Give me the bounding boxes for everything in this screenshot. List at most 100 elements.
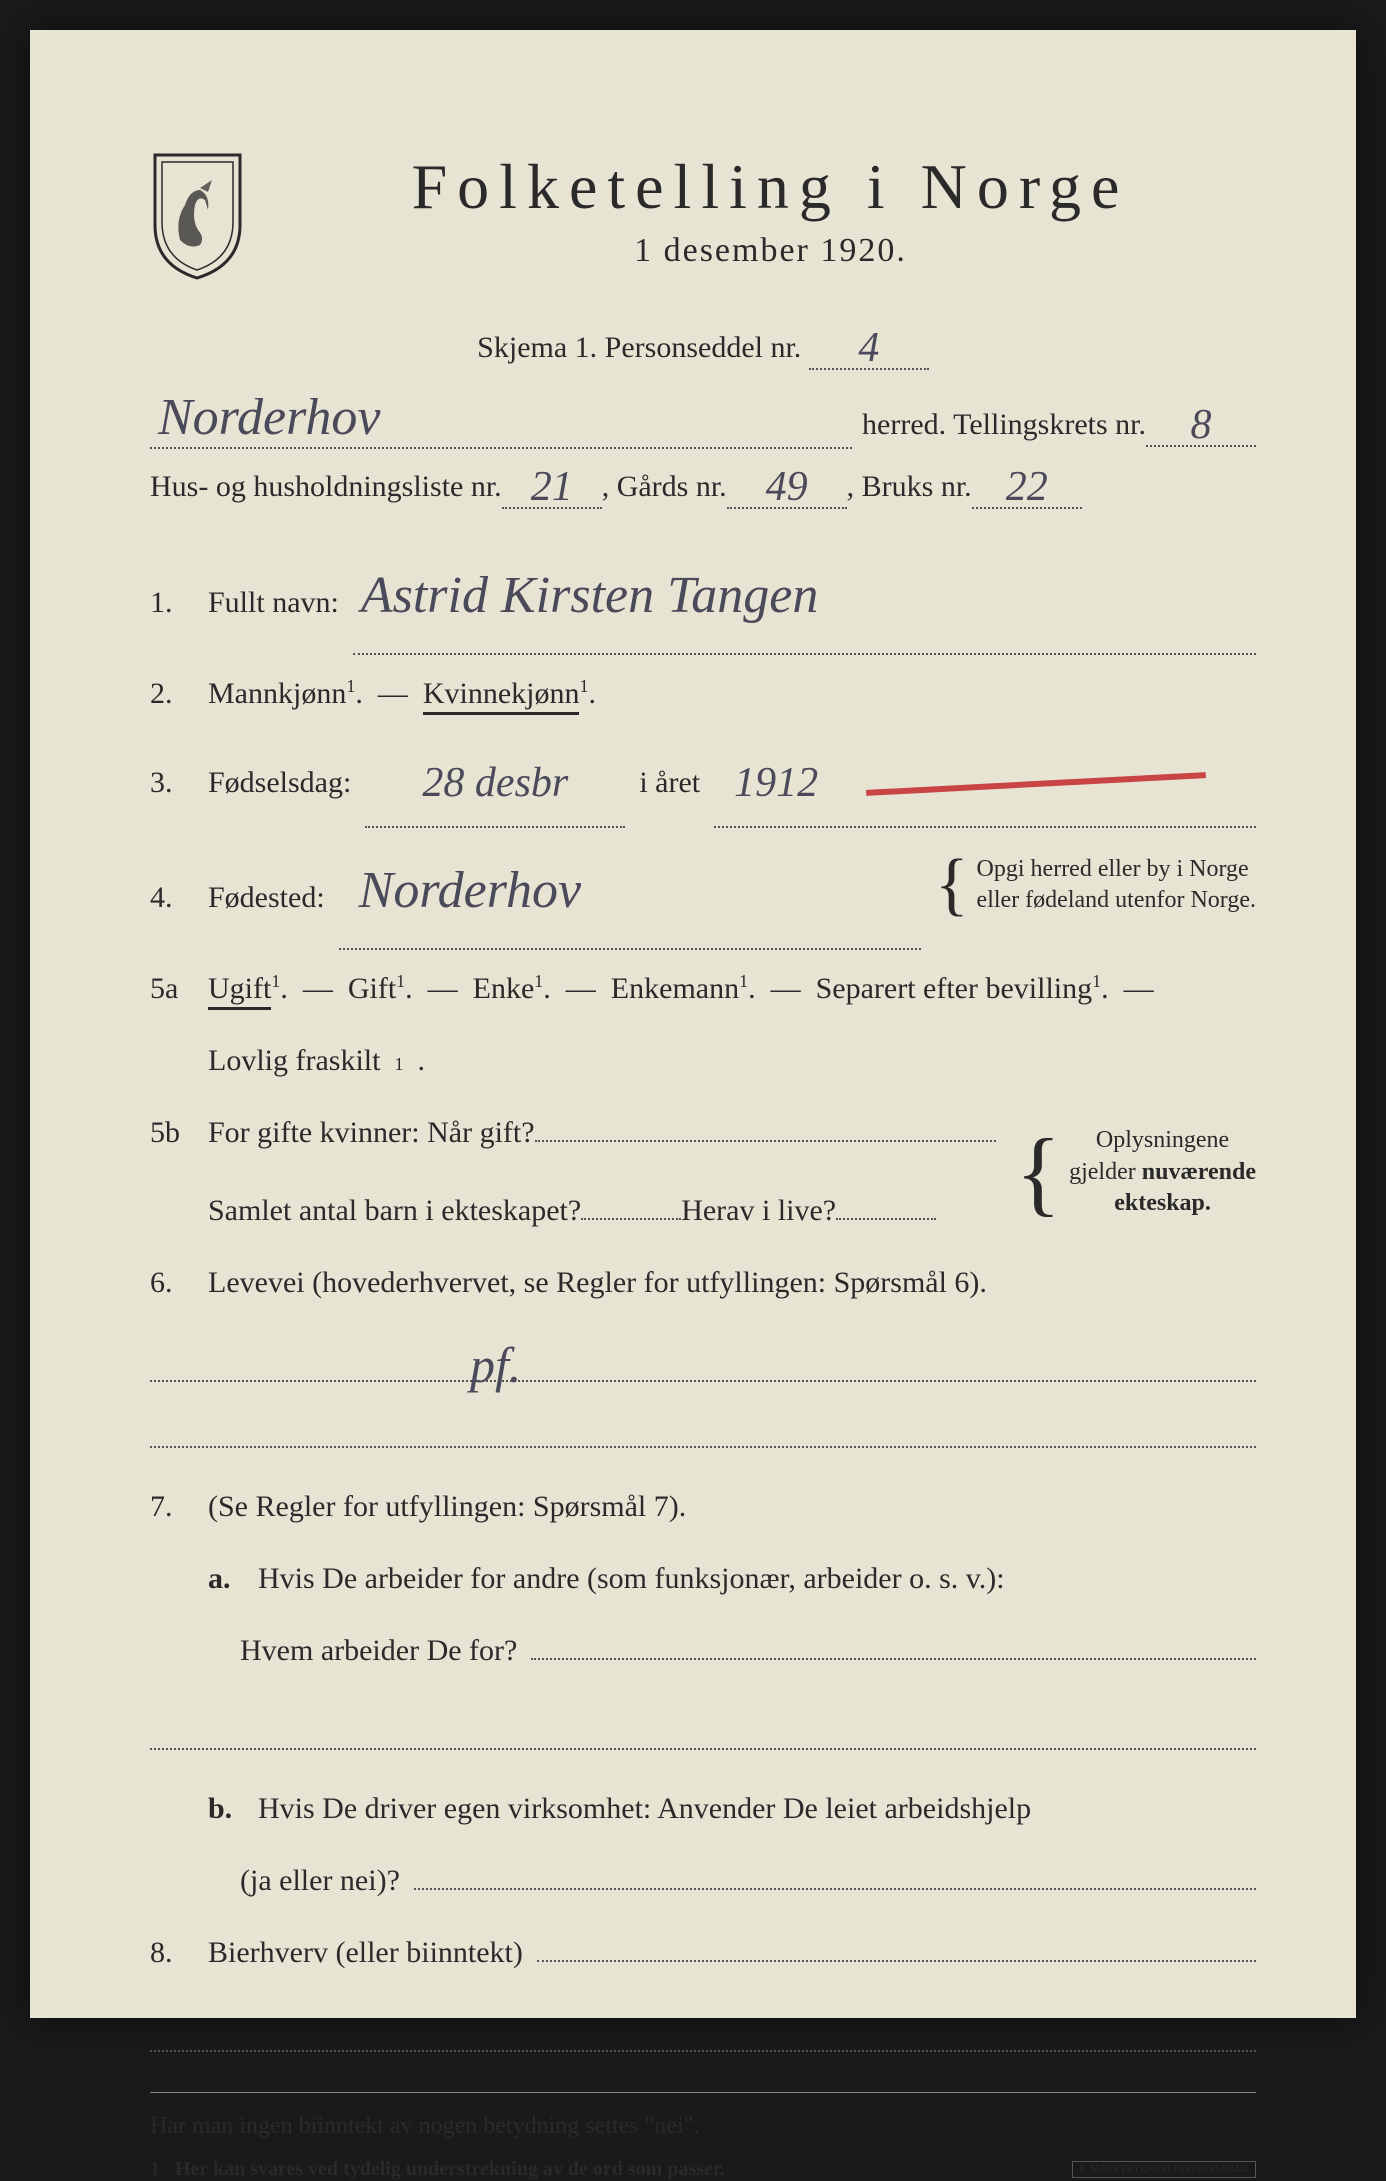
skjema-label: Skjema 1. Personseddel nr.	[477, 331, 801, 364]
q5b-line2a: Samlet antal barn i ekteskapet?	[208, 1178, 581, 1244]
gards-label: , Gårds nr.	[602, 470, 727, 504]
q6-line: 6. Levevei (hovederhvervet, se Regler fo…	[150, 1250, 1256, 1316]
q7a-text2: Hvem arbeider De for?	[240, 1618, 517, 1684]
q4-field: Norderhov	[339, 834, 921, 950]
q8-field	[537, 1960, 1256, 1962]
q5a-gift: Gift	[348, 972, 396, 1005]
bruks-field: 22	[972, 459, 1082, 509]
gards-field: 49	[727, 459, 847, 509]
q5b-note-group: { Oplysningene gjelder nuværende ekteska…	[1016, 1125, 1257, 1219]
skjema-line: Skjema 1. Personseddel nr. 4	[150, 320, 1256, 370]
q3-label-b: i året	[639, 750, 700, 816]
bruks-label: , Bruks nr.	[847, 470, 972, 504]
q4-note-group: { Opgi herred eller by i Norge eller fød…	[935, 854, 1256, 916]
tellingskrets-value: 8	[1191, 402, 1212, 448]
q8-field-2	[150, 2012, 1256, 2052]
q4-num: 4.	[150, 865, 194, 931]
husliste-field: 21	[502, 459, 602, 509]
subtitle: 1 desember 1920.	[285, 232, 1256, 270]
q7a-marker: a.	[208, 1546, 244, 1612]
q6-label: Levevei (hovederhvervet, se Regler for u…	[208, 1250, 1256, 1316]
q7-line: 7. (Se Regler for utfyllingen: Spørsmål …	[150, 1474, 1256, 1540]
q5b-live-field	[836, 1218, 936, 1220]
q2-content: Mannkjønn1. — Kvinnekjønn1.	[208, 661, 1256, 727]
q5b-note2: gjelder nuværende	[1069, 1159, 1256, 1185]
q3-day-value: 28 desbr	[422, 760, 568, 806]
q5a-num: 5a	[150, 956, 194, 1022]
footnote-line: 1 Her kan svares ved tydelig understrekn…	[150, 2158, 725, 2181]
q5b-note1: Oplysningene	[1096, 1127, 1229, 1153]
q7a-field-2	[150, 1710, 1256, 1750]
census-form-page: Folketelling i Norge 1 desember 1920. Sk…	[30, 30, 1356, 2018]
q7-num: 7.	[150, 1474, 194, 1540]
q5a-content: Ugift1. — Gift1. — Enke1. — Enkemann1. —…	[208, 956, 1256, 1022]
tiny-footer: 1 Her kan svares ved tydelig understrekn…	[150, 2158, 1256, 2181]
q2-kvinnekjonn: Kvinnekjønn	[423, 677, 580, 715]
q5b-note3: ekteskap.	[1114, 1190, 1211, 1216]
q4-note-line1: Opgi herred eller by i Norge	[977, 856, 1249, 882]
footer-note-2: Her kan svares ved tydelig understreknin…	[175, 2158, 725, 2180]
q7b-line1: b. Hvis De driver egen virksomhet: Anven…	[150, 1776, 1256, 1842]
q2-mannkjonn: Mannkjønn	[208, 677, 346, 710]
q2-line: 2. Mannkjønn1. — Kvinnekjønn1.	[150, 661, 1256, 727]
herred-name-field: Norderhov	[150, 388, 852, 449]
q3-num: 3.	[150, 750, 194, 816]
q5a-enke: Enke	[473, 972, 535, 1005]
title-block: Folketelling i Norge 1 desember 1920.	[285, 150, 1256, 270]
q3-label-a: Fødselsdag:	[208, 750, 351, 816]
brace-icon: {	[1016, 1134, 1062, 1210]
q7b-field	[414, 1888, 1256, 1890]
footnote-marker: 1	[150, 2158, 160, 2180]
q5a-line2: Lovlig fraskilt1.	[150, 1028, 1256, 1094]
q6-value: pf.	[470, 1336, 521, 1394]
q8-line: 8. Bierhverv (eller biinntekt)	[150, 1920, 1256, 1986]
header-row: Folketelling i Norge 1 desember 1920.	[150, 150, 1256, 280]
personseddel-nr-value: 4	[858, 325, 879, 371]
q5a-fraskilt: Lovlig fraskilt	[208, 1028, 380, 1094]
personseddel-nr-field: 4	[809, 320, 929, 370]
q7b-line2: (ja eller nei)?	[150, 1848, 1256, 1914]
q7a-line2: Hvem arbeider De for?	[150, 1618, 1256, 1684]
q7b-text1: Hvis De driver egen virksomhet: Anvender…	[258, 1776, 1031, 1842]
q3-day-field: 28 desbr	[365, 733, 625, 827]
q1-line: 1. Fullt navn: Astrid Kirsten Tangen	[150, 539, 1256, 655]
footer-note-1: Har man ingen biinntekt av nogen betydni…	[150, 2092, 1256, 2140]
q5a-line: 5a Ugift1. — Gift1. — Enke1. — Enkemann1…	[150, 956, 1256, 1022]
q3-year-value: 1912	[734, 760, 818, 806]
q1-field: Astrid Kirsten Tangen	[353, 539, 1256, 655]
q5b-row1: For gifte kvinner: Når gift?	[208, 1100, 996, 1166]
husliste-value: 21	[531, 464, 573, 510]
gards-value: 49	[766, 464, 808, 510]
q6-field: pf.	[150, 1342, 1256, 1382]
coat-of-arms-icon	[150, 150, 245, 280]
q5b-row2: Samlet antal barn i ekteskapet? Herav i …	[208, 1178, 996, 1244]
q8-label: Bierhverv (eller biinntekt)	[208, 1920, 523, 1986]
printers-mark: E. SEM'S TRYKKERI FREDRIKSHALD	[1072, 2161, 1256, 2178]
herred-label: herred. Tellingskrets nr.	[862, 408, 1146, 442]
q7b-marker: b.	[208, 1776, 244, 1842]
main-title: Folketelling i Norge	[285, 150, 1256, 224]
q5a-separert: Separert efter bevilling	[816, 972, 1093, 1005]
bruks-value: 22	[1006, 464, 1048, 510]
q5b-num: 5b	[150, 1100, 194, 1166]
q1-num: 1.	[150, 570, 194, 636]
q1-label: Fullt navn:	[208, 570, 339, 636]
q5a-ugift: Ugift	[208, 972, 271, 1010]
q3-year-field: 1912	[714, 733, 1256, 827]
q6-field-2	[150, 1408, 1256, 1448]
brace-icon: {	[935, 857, 969, 913]
husliste-line: Hus- og husholdningsliste nr. 21 , Gårds…	[150, 459, 1256, 509]
q7a-field	[531, 1658, 1256, 1660]
q5a-enkemann: Enkemann	[611, 972, 739, 1005]
q5b-note: Oplysningene gjelder nuværende ekteskap.	[1069, 1125, 1256, 1219]
q4-value: Norderhov	[359, 862, 581, 919]
q7-label: (Se Regler for utfyllingen: Spørsmål 7).	[208, 1474, 1256, 1540]
q1-value: Astrid Kirsten Tangen	[361, 567, 819, 624]
q7a-line1: a. Hvis De arbeider for andre (som funks…	[150, 1546, 1256, 1612]
tellingskrets-field: 8	[1146, 397, 1256, 447]
q5b-line: 5b For gifte kvinner: Når gift? Samlet a…	[150, 1100, 1256, 1244]
q4-line: 4. Fødested: Norderhov { Opgi herred ell…	[150, 834, 1256, 950]
q5b-gift-field	[535, 1140, 996, 1142]
q4-label: Fødested:	[208, 865, 325, 931]
q5b-line1: For gifte kvinner: Når gift?	[208, 1100, 535, 1166]
